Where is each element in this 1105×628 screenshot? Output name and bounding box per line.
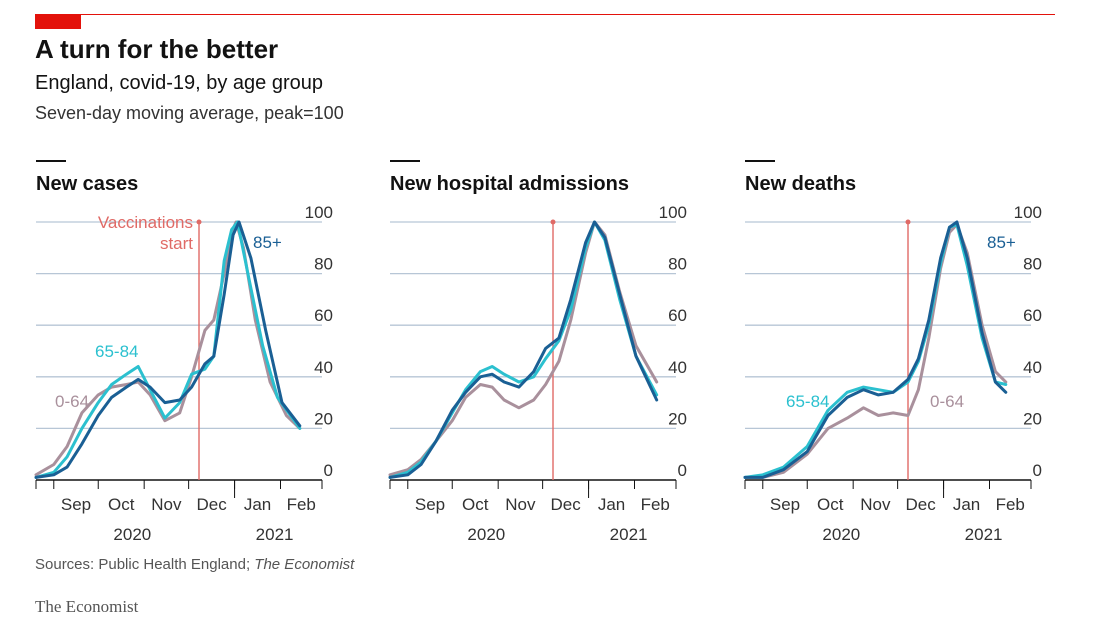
y-tick-label: 20 [314,409,333,428]
x-tick-label: Sep [61,495,91,514]
series-line-85plus [388,220,659,479]
series-line-0-64 [34,220,302,477]
year-label: 2021 [965,525,1003,544]
x-tick-label: Nov [151,495,182,514]
series-line-65-84 [34,220,302,479]
panel-title-bar [36,160,66,162]
panel-1: New cases 0 20 40 60 80 100 Sep Oct Nov Dec Jan Feb 2… [34,160,333,544]
x-tick-label: Dec [550,495,581,514]
panel-title: New hospital admissions [390,173,629,195]
vaccination-label-line2: start [160,234,193,253]
series-label-65-84: 65-84 [95,342,138,361]
year-label: 2020 [113,525,151,544]
x-tick-label: Nov [505,495,536,514]
x-tick-label: Feb [287,495,316,514]
y-tick-label: 60 [668,306,687,325]
vaccination-start-dot [550,219,556,225]
panel-2: New hospital admissions 0 20 40 60 80 100 Sep Oc… [388,160,687,544]
y-tick-label: 80 [668,255,687,274]
panel-title: New cases [36,173,138,195]
x-tick-label: Jan [953,495,980,514]
series-label-0-64: 0-64 [55,392,89,411]
x-tick-label: Dec [196,495,227,514]
y-tick-label: 40 [1023,358,1042,377]
series-line-65-84 [388,220,659,479]
year-label: 2021 [610,525,648,544]
panel-3: New deaths 0 20 40 60 80 100 Sep Oct Nov Dec Jan Feb… [743,160,1042,544]
year-label: 2021 [256,525,294,544]
source-prefix: Sources: Public Health England; [35,556,255,573]
y-tick-label: 100 [659,203,687,222]
top-rule [35,14,1055,15]
x-tick-label: Jan [244,495,271,514]
chart-subtitle: England, covid-19, by age group [35,72,323,94]
y-tick-label: 60 [1023,306,1042,325]
x-tick-label: Nov [860,495,891,514]
y-tick-label: 20 [668,409,687,428]
x-tick-label: Oct [108,495,135,514]
series-label-85plus: 85+ [253,233,282,252]
series-line-0-64 [388,220,659,477]
chart-title: A turn for the better [35,34,279,64]
y-tick-label: 100 [305,203,333,222]
vaccination-label-line1: Vaccinations [98,213,193,232]
vaccination-start-dot [905,219,911,225]
x-tick-label: Oct [817,495,844,514]
panel-title: New deaths [745,173,856,195]
y-tick-label: 40 [314,358,333,377]
series-label-85plus: 85+ [987,233,1016,252]
source-italic: The Economist [254,556,355,573]
year-label: 2020 [467,525,505,544]
vaccination-start-dot [196,219,202,225]
x-tick-label: Sep [770,495,800,514]
x-tick-label: Jan [598,495,625,514]
series-line-85plus [743,220,1008,479]
series-label-0-64: 0-64 [930,392,964,411]
brand-logo-text: The Economist [35,597,139,616]
y-tick-label: 0 [678,461,687,480]
y-tick-label: 0 [324,461,333,480]
chart-note: Seven-day moving average, peak=100 [35,103,344,123]
x-tick-label: Feb [641,495,670,514]
source-note: Sources: Public Health England; The Econ… [35,556,354,573]
x-tick-label: Sep [415,495,445,514]
y-tick-label: 40 [668,358,687,377]
x-tick-label: Feb [996,495,1025,514]
panel-title-bar [745,160,775,162]
series-line-65-84 [743,223,1008,479]
y-tick-label: 20 [1023,409,1042,428]
panel-title-bar [390,160,420,162]
y-tick-label: 80 [1023,255,1042,274]
y-tick-label: 80 [314,255,333,274]
year-label: 2020 [822,525,860,544]
y-tick-label: 0 [1033,461,1042,480]
series-line-85plus [34,220,302,479]
x-tick-label: Oct [462,495,489,514]
series-label-65-84: 65-84 [786,392,829,411]
y-tick-label: 100 [1014,203,1042,222]
x-tick-label: Dec [905,495,936,514]
y-tick-label: 60 [314,306,333,325]
economist-red-tab [35,15,81,29]
